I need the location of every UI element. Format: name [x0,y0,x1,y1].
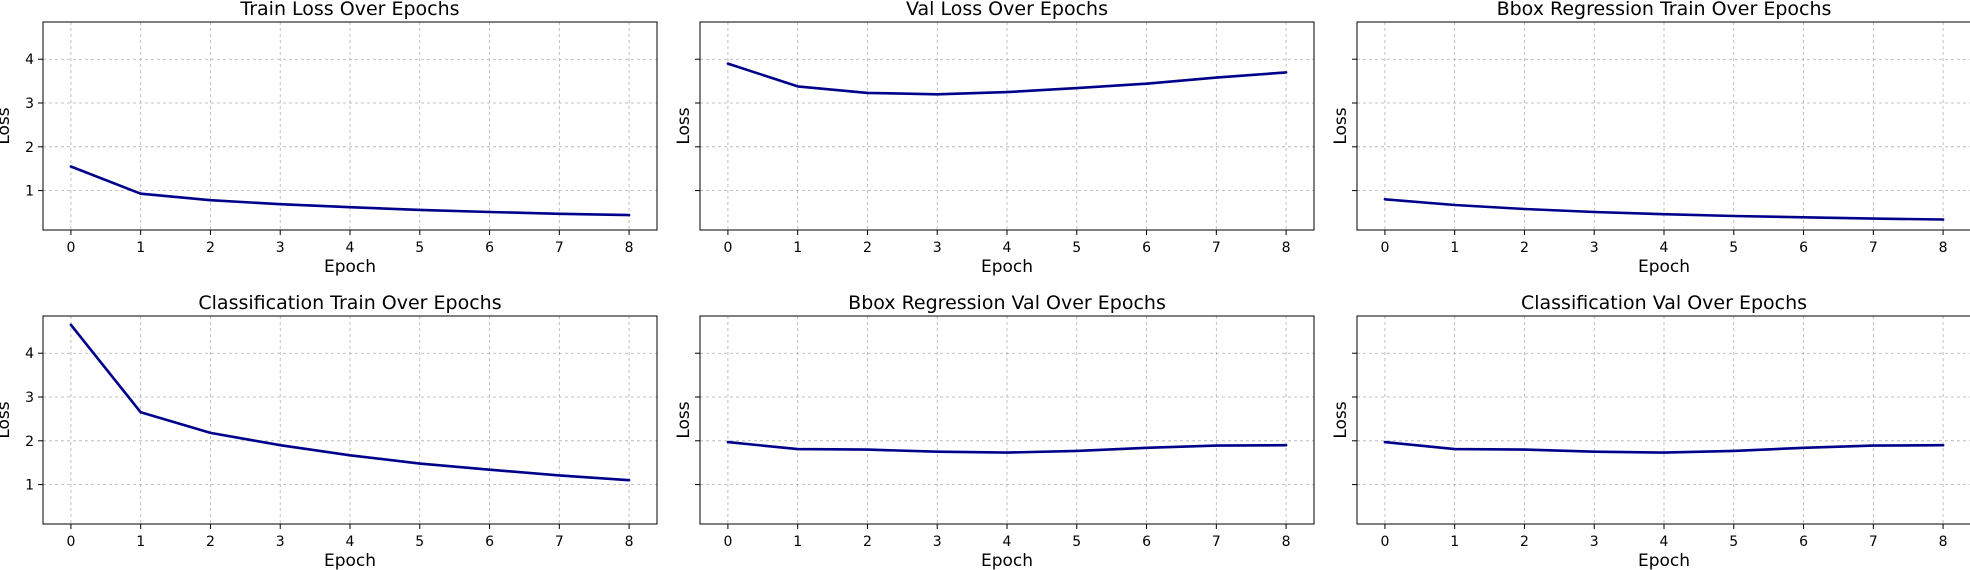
x-tick-label: 1 [1450,240,1459,256]
x-tick-label: 5 [415,534,424,550]
subplot-4: 0 1 2 3 4 5 6 7 8 1 2 3 4 Classification Train Over E… [0,292,658,570]
x-tick-label: 5 [1729,534,1738,550]
subplot-5: 0 1 2 3 4 5 6 7 8 Bbox Regression Val Over Epochs… [674,292,1315,570]
y-tick-label: 2 [25,434,34,450]
x-tick-label: 2 [863,240,872,256]
x-tick-label: 5 [1072,240,1081,256]
x-tick-label: 1 [1450,534,1459,550]
x-tick-label: 4 [1660,534,1669,550]
x-tick-label: 2 [206,240,215,256]
x-tick-label: 2 [1520,534,1529,550]
x-axis-label: Epoch [324,551,376,570]
subplot-6: 0 1 2 3 4 5 6 7 8 Classification Val Over Epochs E… [1331,292,1970,570]
x-tick-label: 2 [863,534,872,550]
subplot-3: 0 1 2 3 4 5 6 7 8 Bbox Regression Train Over Epoc… [1331,0,1970,277]
x-axis-label: Epoch [981,551,1033,570]
x-tick-label: 6 [1142,240,1151,256]
x-tick-label: 1 [793,240,802,256]
x-tick-label: 3 [1590,240,1599,256]
axes-frame [1356,21,1970,231]
series-line [1383,440,1945,454]
chart-title: Bbox Regression Val Over Epochs [848,292,1166,314]
y-axis-label: Loss [1331,107,1351,144]
x-axis-label: Epoch [1638,551,1690,570]
x-tick-label: 4 [1003,240,1012,256]
x-tick-label: 0 [1380,534,1389,550]
series-line [726,440,1288,454]
x-tick-label: 1 [793,534,802,550]
x-tick-label: 8 [1939,534,1948,550]
x-tick-label: 2 [1520,240,1529,256]
x-tick-label: 6 [485,534,494,550]
x-tick-label: 8 [1939,240,1948,256]
x-tick-label: 0 [66,240,75,256]
y-axis-label: Loss [674,107,694,144]
x-tick-label: 8 [625,240,634,256]
x-tick-label: 4 [1003,534,1012,550]
x-tick-label: 2 [206,534,215,550]
chart-title: Val Loss Over Epochs [906,0,1108,20]
x-tick-label: 7 [555,534,564,550]
chart-title: Train Loss Over Epochs [239,0,459,20]
x-tick-label: 6 [1799,240,1808,256]
subplot-1: 0 1 2 3 4 5 6 7 8 1 2 3 4 Train Loss Over Epochs Epoch… [0,0,658,277]
x-tick-label: 8 [1282,534,1291,550]
x-tick-label: 3 [933,534,942,550]
x-tick-label: 3 [1590,534,1599,550]
x-tick-label: 7 [1869,534,1878,550]
series-line [1383,198,1945,221]
x-axis-label: Epoch [1638,257,1690,277]
y-tick-label: 3 [25,96,34,112]
x-tick-label: 0 [66,534,75,550]
y-axis-label: Loss [0,401,14,438]
subplot-2: 0 1 2 3 4 5 6 7 8 Val Loss Over Epochs Epoch Loss [674,0,1315,277]
x-tick-label: 3 [276,240,285,256]
series-line [726,62,1288,96]
x-tick-label: 4 [1660,240,1669,256]
y-tick-label: 1 [25,478,34,494]
x-axis-label: Epoch [324,257,376,277]
x-tick-label: 8 [625,534,634,550]
series-line [69,165,631,217]
series-line [69,323,631,482]
chart-title: Classification Train Over Epochs [198,292,501,314]
x-tick-label: 1 [136,240,145,256]
x-tick-label: 0 [723,534,732,550]
x-tick-label: 7 [1212,534,1221,550]
y-axis-label: Loss [674,401,694,438]
axes-frame [1356,315,1970,525]
y-tick-label: 1 [25,184,34,200]
x-tick-label: 7 [1212,240,1221,256]
x-tick-label: 5 [415,240,424,256]
x-tick-label: 0 [1380,240,1389,256]
x-tick-label: 3 [276,534,285,550]
x-tick-label: 4 [346,240,355,256]
chart-title: Classification Val Over Epochs [1521,292,1807,314]
x-tick-label: 8 [1282,240,1291,256]
chart-title: Bbox Regression Train Over Epochs [1497,0,1832,20]
x-tick-label: 4 [346,534,355,550]
axes-frame [42,315,658,525]
x-tick-label: 1 [136,534,145,550]
y-tick-label: 2 [25,140,34,156]
x-tick-label: 7 [1869,240,1878,256]
x-tick-label: 6 [1799,534,1808,550]
x-tick-label: 3 [933,240,942,256]
y-tick-label: 4 [25,52,34,68]
x-tick-label: 5 [1072,534,1081,550]
axes-frame [699,21,1315,231]
x-tick-label: 0 [723,240,732,256]
y-axis-label: Loss [0,107,14,144]
x-tick-label: 6 [1142,534,1151,550]
y-tick-label: 4 [25,346,34,362]
axes-frame [42,21,658,231]
y-tick-label: 3 [25,390,34,406]
x-tick-label: 5 [1729,240,1738,256]
axes-frame [699,315,1315,525]
x-axis-label: Epoch [981,257,1033,277]
x-tick-label: 7 [555,240,564,256]
x-tick-label: 6 [485,240,494,256]
y-axis-label: Loss [1331,401,1351,438]
